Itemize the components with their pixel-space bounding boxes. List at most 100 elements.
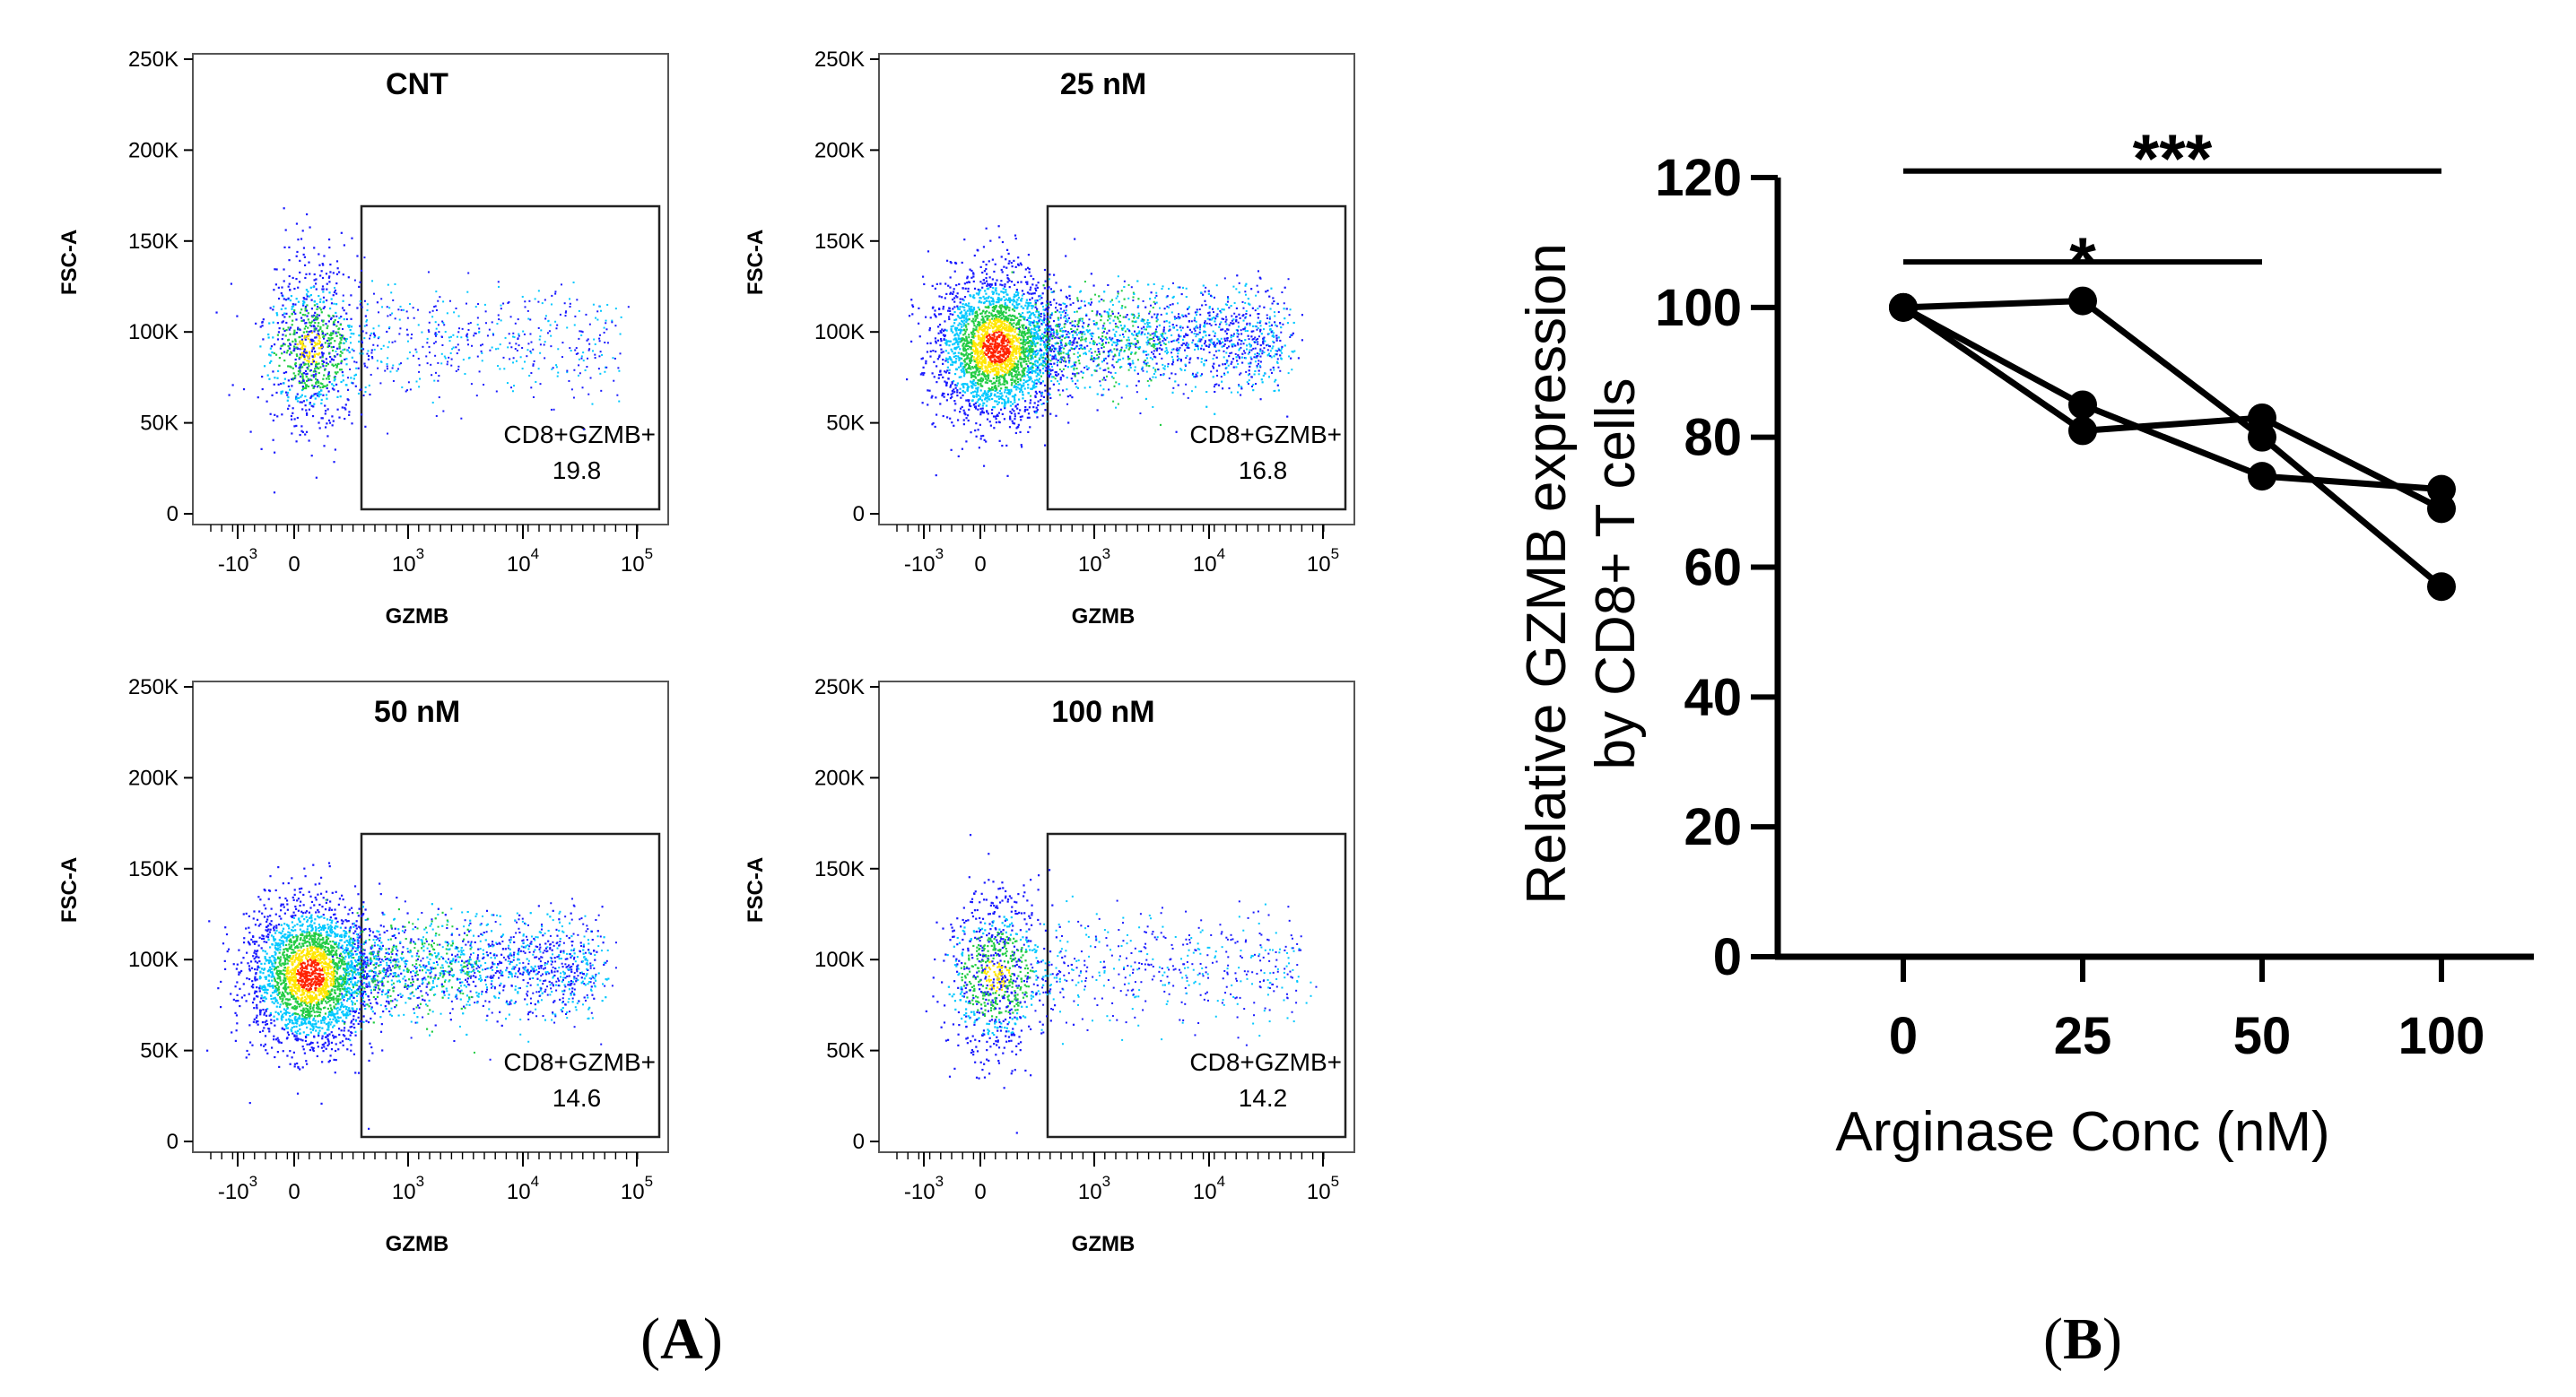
- event-dot: [1037, 400, 1040, 403]
- event-dot: [958, 376, 961, 378]
- event-dot: [1020, 444, 1023, 447]
- event-dot: [951, 389, 953, 393]
- event-dot: [1009, 401, 1013, 403]
- event-dot: [1000, 363, 1003, 366]
- event-dot: [306, 315, 309, 317]
- event-dot: [1013, 386, 1015, 388]
- event-dot: [948, 344, 951, 347]
- event-dot: [600, 389, 603, 392]
- event-dot: [298, 358, 300, 360]
- event-dot: [1032, 381, 1035, 384]
- event-dot: [975, 361, 978, 364]
- event-dot: [986, 400, 988, 403]
- event-dot: [304, 351, 307, 354]
- event-dot: [1214, 383, 1216, 386]
- event-dot: [344, 406, 346, 409]
- event-dot: [452, 334, 455, 336]
- event-dot: [999, 383, 1002, 386]
- event-dot: [296, 393, 299, 395]
- event-dot: [979, 403, 981, 406]
- event-dot: [307, 377, 309, 380]
- event-dot: [299, 433, 301, 437]
- event-dot: [976, 248, 979, 251]
- event-dot: [1028, 329, 1031, 332]
- event-dot: [941, 328, 944, 331]
- event-dot: [1026, 350, 1029, 352]
- event-dot: [1026, 282, 1029, 285]
- event-dot: [978, 291, 980, 293]
- event-dot: [353, 374, 356, 377]
- event-dot: [992, 300, 995, 303]
- event-dot: [323, 374, 326, 377]
- event-dot: [1056, 309, 1058, 312]
- event-dot: [295, 395, 298, 398]
- event-dot: [1037, 367, 1040, 370]
- event-dot: [594, 343, 596, 345]
- event-dot: [935, 316, 937, 318]
- event-dot: [954, 341, 957, 343]
- event-dot: [1018, 345, 1021, 348]
- event-dot: [1019, 319, 1022, 322]
- event-dot: [984, 306, 987, 308]
- event-dot: [411, 334, 413, 336]
- event-dot: [1020, 419, 1023, 421]
- x-tick-label: 0: [288, 552, 300, 577]
- event-dot: [572, 396, 575, 399]
- event-dot: [474, 306, 477, 308]
- event-dot: [1021, 415, 1023, 418]
- event-dot: [303, 298, 306, 300]
- event-dot: [443, 355, 446, 358]
- event-dot: [991, 408, 994, 412]
- event-dot: [327, 419, 331, 421]
- event-dot: [993, 373, 996, 377]
- event-dot: [955, 368, 958, 370]
- event-dot: [388, 327, 391, 330]
- event-dot: [273, 491, 276, 494]
- event-dot: [293, 309, 296, 312]
- event-dot: [377, 344, 379, 347]
- event-dot: [308, 439, 310, 442]
- event-dot: [301, 366, 304, 369]
- event-dot: [283, 343, 286, 346]
- event-dot: [312, 347, 316, 350]
- event-dot: [292, 276, 294, 280]
- event-dot: [978, 447, 980, 449]
- event-dot: [305, 350, 308, 352]
- event-dot: [293, 425, 296, 428]
- event-dot: [335, 325, 338, 327]
- event-dot: [1049, 350, 1053, 352]
- event-dot: [499, 368, 501, 370]
- event-dot: [405, 328, 408, 331]
- event-dot: [995, 300, 997, 304]
- event-dot: [1026, 291, 1030, 294]
- event-dot: [604, 370, 606, 373]
- event-dot: [963, 391, 967, 394]
- event-dot: [992, 323, 995, 325]
- event-dot: [958, 359, 961, 361]
- event-dot: [299, 311, 301, 314]
- event-dot: [972, 336, 975, 339]
- event-dot: [1027, 392, 1030, 395]
- event-dot: [1023, 360, 1025, 363]
- event-dot: [274, 413, 276, 416]
- event-dot: [371, 357, 374, 360]
- event-dot: [276, 377, 279, 379]
- event-dot: [989, 424, 992, 427]
- event-dot: [1044, 369, 1047, 372]
- event-dot: [372, 292, 375, 295]
- event-dot: [1028, 347, 1031, 351]
- event-dot: [999, 395, 1003, 398]
- x-tick-label: 104: [507, 545, 539, 577]
- event-dot: [1097, 356, 1100, 359]
- event-dot: [999, 375, 1002, 377]
- event-dot: [341, 307, 344, 309]
- event-dot: [965, 336, 968, 339]
- event-dot: [1035, 375, 1038, 377]
- event-dot: [1035, 392, 1038, 395]
- event-dot: [312, 340, 315, 343]
- event-dot: [340, 362, 343, 365]
- event-dot: [1031, 283, 1034, 286]
- event-dot: [319, 386, 322, 389]
- event-dot: [1047, 363, 1049, 367]
- event-dot: [953, 343, 956, 345]
